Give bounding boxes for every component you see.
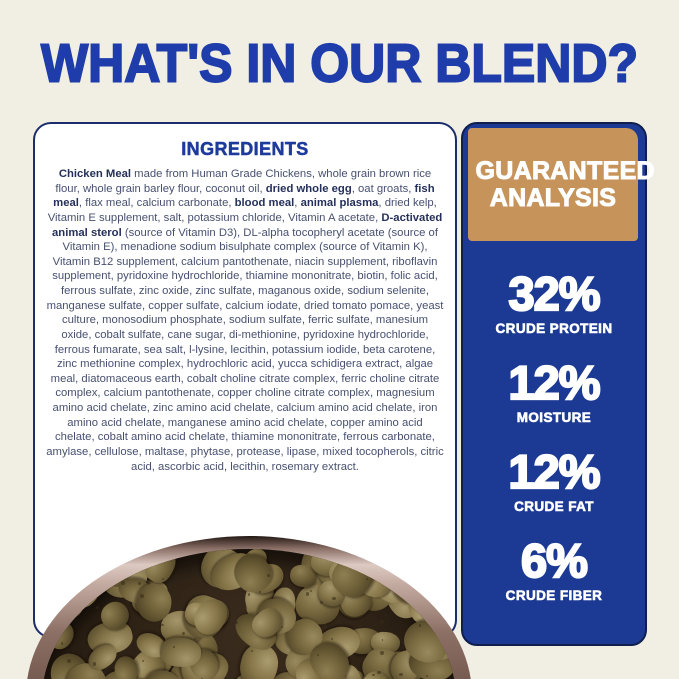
kibble-speck [67,659,72,663]
kibble-speck [173,646,175,648]
kibble-speck [332,596,336,600]
kibble-speck [121,581,125,585]
kibble-speck [447,575,450,578]
kibble-speck [60,642,63,645]
stat-value-crude-protein: 32% [507,267,601,321]
ingredient-run: , [294,197,301,210]
ingredient-highlight: D-activated animal sterol [52,211,443,239]
kibble-speck [141,660,145,663]
kibble-speck [139,594,144,598]
ingredient-highlight: Chicken Meal [58,168,135,180]
guaranteed-analysis-header: GUARANTEED ANALYSIS [468,128,655,241]
kibble-speck [77,613,80,616]
kibble-speck [72,573,74,576]
stat-label-crude-protein: CRUDE PROTEIN [495,320,613,337]
kibble-speck [316,653,320,657]
stat-crude-protein: 32% CRUDE PROTEIN [495,267,613,337]
kibble-speck [305,592,310,596]
ingredient-run: , oat groats, [351,182,415,195]
ingredients-card: INGREDIENTS Chicken Meal made from Human… [33,122,457,638]
kibble-speck [161,577,165,581]
kibble-speck [189,586,192,590]
stat-label-moisture: MOISTURE [516,409,592,426]
kibble-speck [161,624,164,627]
kibble-speck [381,639,384,641]
kibble-speck [105,576,109,580]
kibble-speck [399,672,403,677]
kibble-speck [247,593,251,596]
ingredient-run: , dried kelp, Vitamin E supplement, salt… [47,197,437,224]
kibble-speck [51,625,54,628]
ingredient-run: made from Human Grade Chickens, whole gr… [55,168,432,195]
kibble-pile [42,549,456,679]
stat-moisture: 12% MOISTURE [507,356,601,426]
kibble-speck [101,567,104,570]
analysis-stats: 32% CRUDE PROTEIN 12% MOISTURE 12% CRUDE… [463,241,645,644]
stat-label-crude-fat: CRUDE FAT [514,498,594,514]
guaranteed-analysis-panel: GUARANTEED ANALYSIS 32% CRUDE PROTEIN 12… [461,122,655,646]
kibble-speck [281,626,283,628]
kibble-speck [418,624,422,627]
kibble-speck [319,601,323,605]
kibble-speck [77,567,81,572]
kibble-speck [309,589,313,592]
stat-value-crude-fiber: 6% [520,534,589,588]
ingredients-heading: INGREDIENTS [181,139,309,160]
kibble-speck [425,674,429,677]
stat-value-moisture: 12% [507,356,601,410]
kibble-speck [234,620,238,624]
ingredient-run: (source of Vitamin D3), DL-alpha tocophe… [46,226,444,473]
kibble-speck [406,565,409,568]
kibble-speck [60,593,63,595]
kibble-speck [57,568,60,571]
kibble-speck [372,673,375,677]
kibble-speck [377,671,381,675]
stat-crude-fat: 12% CRUDE FAT [507,445,601,514]
kibble-speck [96,606,100,609]
kibble-speck [331,637,334,640]
kibble-speck [266,573,271,578]
kibble-piece [45,618,79,654]
kibble-speck [365,578,369,581]
kibble-speck [433,601,437,606]
kibble-speck [182,632,186,636]
guaranteed-analysis-heading: GUARANTEED ANALYSIS [475,157,655,212]
stat-crude-fiber: 6% CRUDE FIBER [505,534,603,603]
kibble-speck [138,582,141,585]
kibble-speck [193,637,196,640]
ingredient-run: , flax meal, calcium carbonate, [78,197,235,210]
page-title: WHAT'S IN OUR BLEND? [40,32,639,94]
kibble-speck [259,591,261,593]
stat-value-crude-fat: 12% [507,445,601,499]
ingredient-highlight: fish meal [53,182,435,210]
ingredient-highlight: blood meal [234,197,295,210]
kibble-speck [379,651,384,656]
kibble-speck [170,560,173,563]
bowl-interior [42,549,456,679]
kibble-speck [322,624,327,629]
ingredient-highlight: animal plasma [300,197,379,210]
kibble-bowl-image [26,536,472,679]
kibble-speck [250,649,253,652]
kibble-speck [380,620,384,624]
stat-label-crude-fiber: CRUDE FIBER [505,587,603,603]
kibble-speck [92,607,95,610]
kibble-speck [92,661,97,666]
kibble-speck [406,587,409,590]
kibble-speck [348,663,351,666]
ingredient-highlight: dried whole egg [265,182,352,195]
kibble-speck [231,651,234,654]
ingredients-text: Chicken Meal made from Human Grade Chick… [46,167,444,474]
